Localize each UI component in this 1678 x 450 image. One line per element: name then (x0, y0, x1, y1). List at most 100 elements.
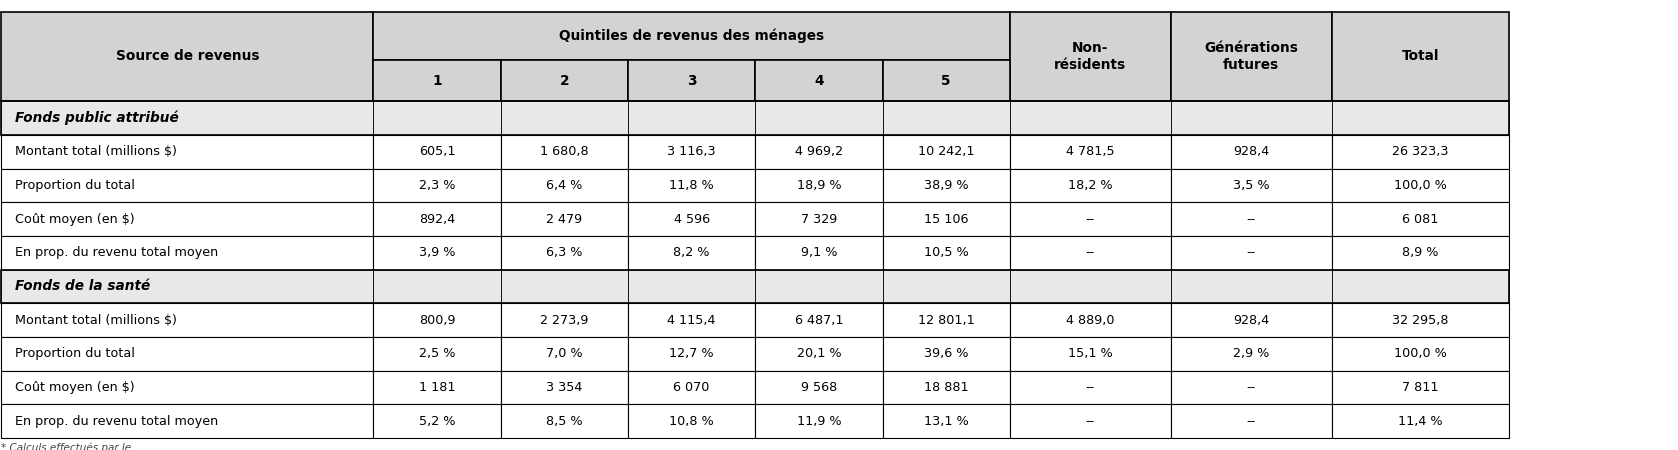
Bar (2, 337, 373, 371)
Text: 3 354: 3 354 (545, 381, 582, 394)
Text: Total: Total (1401, 50, 1440, 63)
Text: 10 242,1: 10 242,1 (918, 145, 975, 158)
Text: 9,1 %: 9,1 % (800, 246, 837, 259)
Text: --: -- (1247, 212, 1255, 225)
Bar (2, 101, 1509, 135)
Text: En prop. du revenu total moyen: En prop. du revenu total moyen (15, 414, 218, 428)
Text: --: -- (1247, 381, 1255, 394)
Text: 12,7 %: 12,7 % (670, 347, 713, 360)
Text: 6,4 %: 6,4 % (545, 179, 582, 192)
Bar (883, 404, 1010, 438)
Text: 3: 3 (686, 74, 696, 88)
Text: Proportion du total: Proportion du total (15, 347, 134, 360)
Text: 15,1 %: 15,1 % (1067, 347, 1113, 360)
Text: Fonds de la santé: Fonds de la santé (15, 279, 149, 293)
Text: Montant total (millions $): Montant total (millions $) (15, 145, 176, 158)
Bar (500, 135, 628, 169)
Bar (1010, 337, 1171, 371)
Text: 3,9 %: 3,9 % (420, 246, 455, 259)
Text: 928,4: 928,4 (1233, 145, 1269, 158)
Text: 4 115,4: 4 115,4 (668, 314, 717, 327)
Text: 11,8 %: 11,8 % (670, 179, 713, 192)
Bar (1332, 371, 1509, 404)
Text: 26 323,3: 26 323,3 (1393, 145, 1448, 158)
Text: 11,4 %: 11,4 % (1398, 414, 1443, 428)
Bar (373, 101, 500, 135)
Text: 5: 5 (941, 74, 951, 88)
Bar (1332, 202, 1509, 236)
Bar (373, 12, 1010, 60)
Bar (373, 371, 500, 404)
Bar (1010, 404, 1171, 438)
Bar (1332, 270, 1509, 303)
Text: 11,9 %: 11,9 % (797, 414, 841, 428)
Bar (1171, 337, 1332, 371)
Text: 800,9: 800,9 (420, 314, 455, 327)
Text: Proportion du total: Proportion du total (15, 179, 134, 192)
Text: 4: 4 (814, 74, 824, 88)
Bar (1171, 236, 1332, 270)
Text: 18,2 %: 18,2 % (1067, 179, 1113, 192)
Bar (2, 12, 373, 101)
Bar (500, 236, 628, 270)
Bar (755, 236, 883, 270)
Bar (755, 337, 883, 371)
Text: Non-
résidents: Non- résidents (1054, 41, 1126, 72)
Bar (755, 404, 883, 438)
Text: 39,6 %: 39,6 % (925, 347, 968, 360)
Text: 4 969,2: 4 969,2 (795, 145, 842, 158)
Text: En prop. du revenu total moyen: En prop. du revenu total moyen (15, 246, 218, 259)
Bar (1171, 270, 1332, 303)
Text: 7 811: 7 811 (1403, 381, 1438, 394)
Bar (373, 236, 500, 270)
Text: 18,9 %: 18,9 % (797, 179, 841, 192)
Text: 2,3 %: 2,3 % (420, 179, 455, 192)
Bar (628, 135, 755, 169)
Bar (1332, 337, 1509, 371)
Bar (1332, 169, 1509, 202)
Text: 892,4: 892,4 (420, 212, 455, 225)
Text: 6 487,1: 6 487,1 (795, 314, 842, 327)
Bar (1010, 12, 1171, 101)
Bar (628, 337, 755, 371)
Text: 18 881: 18 881 (925, 381, 968, 394)
Text: * Calculs effectués par le ...: * Calculs effectués par le ... (2, 443, 144, 450)
Text: Coût moyen (en $): Coût moyen (en $) (15, 212, 134, 225)
Text: 13,1 %: 13,1 % (925, 414, 968, 428)
Bar (500, 404, 628, 438)
Text: 32 295,8: 32 295,8 (1393, 314, 1448, 327)
Bar (628, 270, 755, 303)
Text: 6 081: 6 081 (1403, 212, 1438, 225)
Text: 8,2 %: 8,2 % (673, 246, 710, 259)
Text: 100,0 %: 100,0 % (1394, 347, 1446, 360)
Text: Source de revenus: Source de revenus (116, 50, 258, 63)
Bar (1332, 135, 1509, 169)
Bar (2, 270, 373, 303)
Bar (755, 303, 883, 337)
Text: 4 596: 4 596 (673, 212, 710, 225)
Text: 2: 2 (559, 74, 569, 88)
Text: 928,4: 928,4 (1233, 314, 1269, 327)
Text: 12 801,1: 12 801,1 (918, 314, 975, 327)
Text: 1 680,8: 1 680,8 (540, 145, 589, 158)
Bar (628, 202, 755, 236)
Text: 5,2 %: 5,2 % (420, 414, 455, 428)
Bar (628, 303, 755, 337)
Bar (2, 303, 373, 337)
Text: 8,5 %: 8,5 % (545, 414, 582, 428)
Text: 7 329: 7 329 (800, 212, 837, 225)
Bar (2, 404, 373, 438)
Text: 1: 1 (433, 74, 441, 88)
Bar (883, 169, 1010, 202)
Bar (373, 60, 500, 101)
Bar (1332, 236, 1509, 270)
Bar (1171, 303, 1332, 337)
Text: 7,0 %: 7,0 % (545, 347, 582, 360)
Bar (373, 337, 500, 371)
Bar (755, 371, 883, 404)
Bar (500, 303, 628, 337)
Bar (373, 135, 500, 169)
Bar (1332, 404, 1509, 438)
Bar (1010, 202, 1171, 236)
Text: 15 106: 15 106 (925, 212, 968, 225)
